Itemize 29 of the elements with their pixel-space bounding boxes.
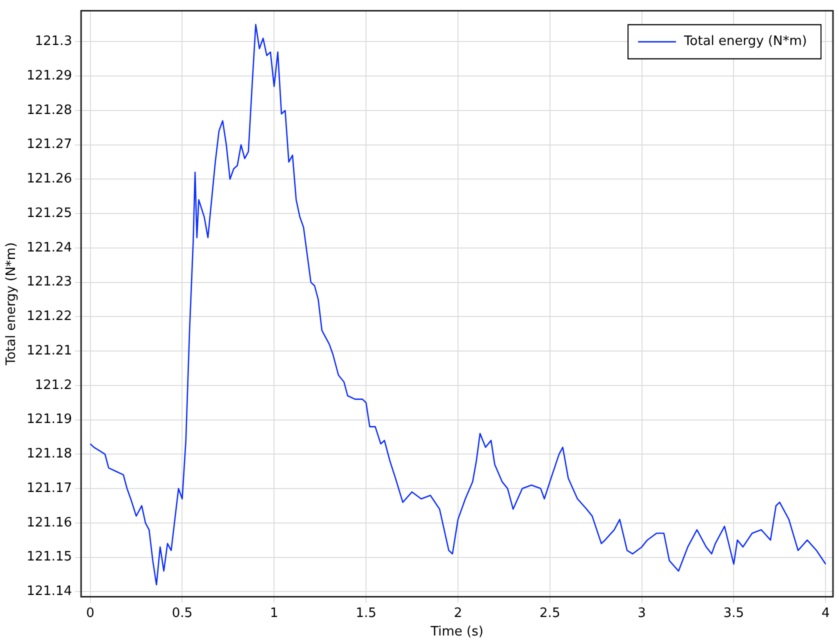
y-tick-label: 121.23	[26, 274, 72, 290]
x-tick-label: 3.5	[723, 606, 744, 621]
y-axis-title: Total energy (N*m)	[4, 242, 20, 366]
y-tick-label: 121.24	[26, 240, 72, 256]
x-axis-title: Time (s)	[430, 624, 484, 640]
y-tick-label: 121.27	[26, 137, 72, 152]
x-tick-label: 0.5	[172, 606, 193, 621]
x-tick-label: 1.5	[356, 606, 376, 621]
x-tick-label: 2.5	[540, 606, 560, 621]
x-tick-label: 3	[638, 606, 646, 621]
x-tick-label: 0	[86, 606, 94, 621]
y-tick-label: 121.28	[26, 102, 72, 118]
y-tick-label: 121.21	[26, 343, 72, 358]
y-tick-label: 121.14	[26, 584, 72, 600]
x-tick-label: 1	[270, 606, 278, 621]
y-tick-label: 121.17	[26, 480, 72, 496]
y-tick-label: 121.16	[26, 515, 72, 530]
x-tick-label: 2	[454, 606, 462, 621]
y-tick-label: 121.26	[26, 172, 72, 187]
y-tick-label: 121.22	[26, 309, 72, 324]
y-tick-label: 121.3	[34, 34, 72, 50]
y-tick-label: 121.2	[34, 378, 72, 393]
legend-label: Total energy (N*m)	[683, 34, 808, 50]
y-tick-label: 121.29	[26, 68, 72, 84]
x-tick-label: 4	[822, 606, 830, 621]
y-tick-label: 121.15	[26, 550, 72, 565]
y-tick-label: 121.25	[26, 206, 72, 221]
y-tick-label: 121.19	[26, 412, 72, 428]
y-tick-label: 121.18	[26, 446, 72, 462]
